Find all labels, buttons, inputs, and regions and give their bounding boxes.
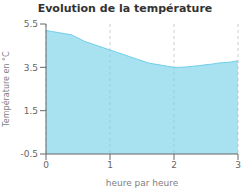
html-text:Evolution de la température: Evolution de la température [37, 2, 213, 15]
svg-text:1.5: 1.5 [24, 106, 38, 116]
svg-text:-0.5: -0.5 [20, 149, 38, 159]
svg-text:3: 3 [235, 160, 241, 170]
svg-text:Température en °C: Température en °C [8, 51, 11, 128]
svg-text:2: 2 [171, 160, 177, 170]
svg-text:1: 1 [107, 160, 113, 170]
svg-text:5.5: 5.5 [24, 19, 38, 29]
svg-text:heure par heure: heure par heure [106, 178, 179, 188]
svg-text:0: 0 [43, 160, 49, 170]
svg-text:3.5: 3.5 [24, 63, 38, 73]
